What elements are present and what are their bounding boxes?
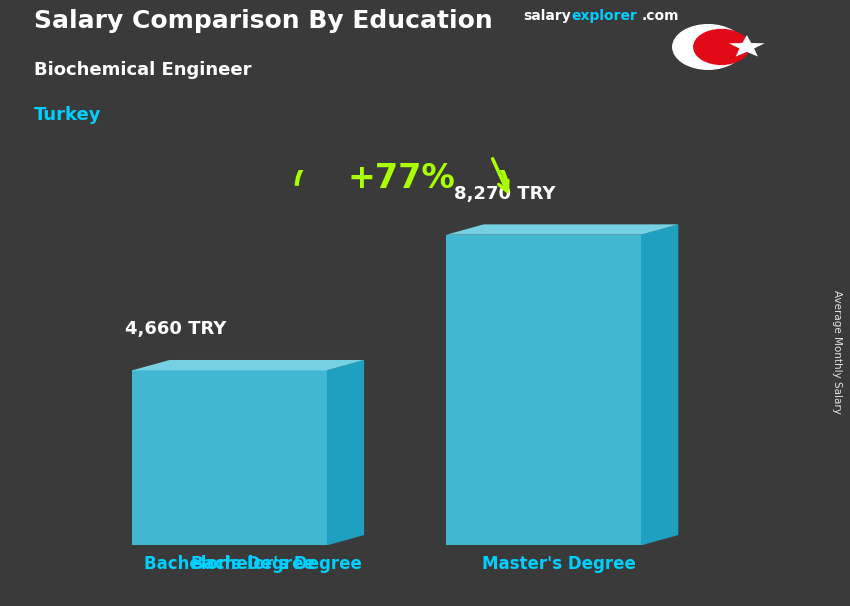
Text: .com: .com [642, 9, 679, 23]
Polygon shape [326, 360, 364, 545]
Text: Bachelor's Degree: Bachelor's Degree [144, 554, 315, 573]
Circle shape [672, 25, 744, 69]
Text: Master's Degree: Master's Degree [482, 554, 636, 573]
Polygon shape [729, 35, 765, 56]
Text: Bachelor's Degree: Bachelor's Degree [190, 554, 362, 573]
Text: salary: salary [523, 9, 570, 23]
Text: 8,270 TRY: 8,270 TRY [454, 185, 555, 203]
Polygon shape [446, 224, 678, 235]
Polygon shape [446, 235, 641, 545]
Text: explorer: explorer [571, 9, 638, 23]
Text: Salary Comparison By Education: Salary Comparison By Education [34, 9, 493, 33]
Polygon shape [133, 370, 326, 545]
Polygon shape [641, 224, 678, 545]
Circle shape [694, 30, 749, 64]
Polygon shape [133, 360, 364, 370]
Text: Turkey: Turkey [34, 106, 101, 124]
Text: +77%: +77% [348, 162, 456, 195]
Text: 4,660 TRY: 4,660 TRY [125, 321, 226, 338]
Text: Average Monthly Salary: Average Monthly Salary [832, 290, 842, 413]
Text: Biochemical Engineer: Biochemical Engineer [34, 61, 252, 79]
